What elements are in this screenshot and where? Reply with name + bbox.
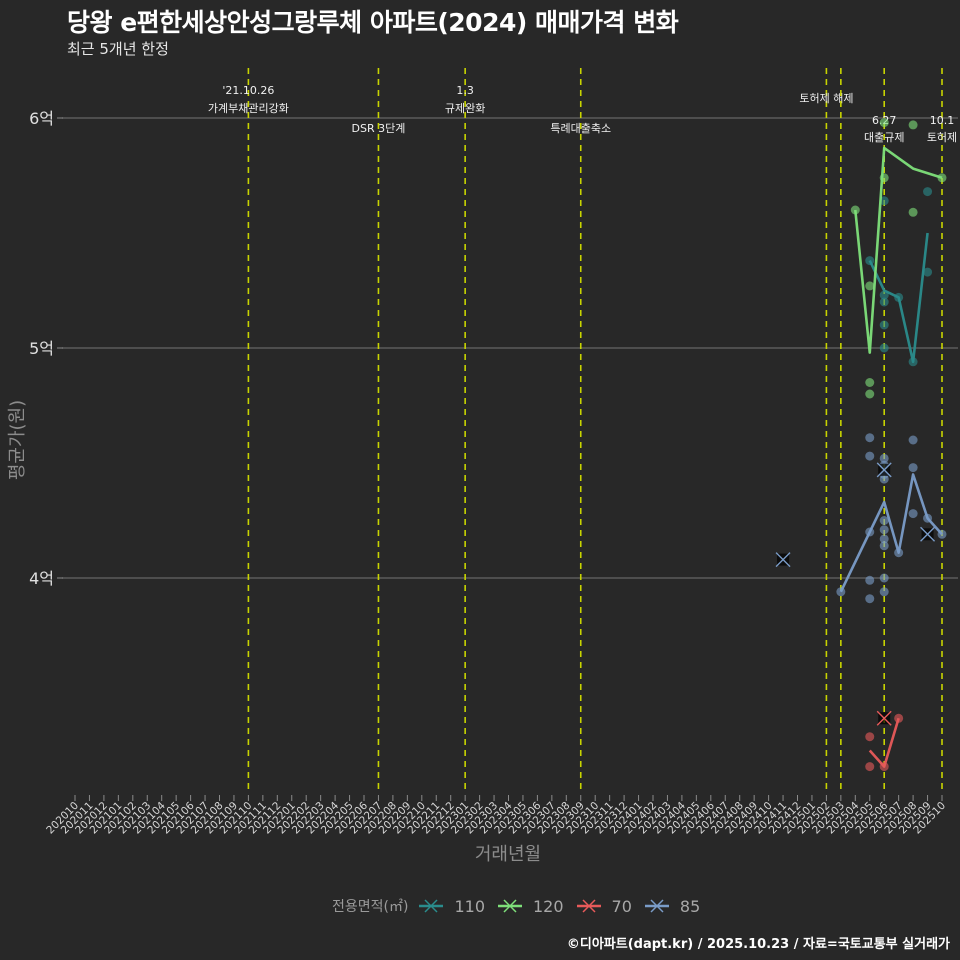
data-point — [879, 118, 889, 128]
legend-item-120[interactable]: 120 — [497, 897, 564, 916]
source-caption: ©디아파트(dapt.kr) / 2025.10.23 / 자료=국토교통부 실… — [566, 937, 950, 952]
data-point — [908, 509, 918, 519]
data-point — [865, 281, 875, 291]
y-axis-label: 평균가(원) — [7, 400, 28, 480]
y-tick-label: 5억 — [29, 339, 54, 358]
legend-item-85[interactable]: 85 — [644, 897, 700, 916]
legend-swatch-icon — [419, 899, 444, 913]
series-120 — [850, 118, 947, 399]
series-110 — [865, 187, 933, 367]
data-point — [865, 732, 875, 742]
data-point — [879, 541, 889, 551]
legend-title: 전용면적(㎡) — [332, 899, 409, 915]
data-point — [879, 516, 889, 525]
series-70 — [865, 710, 904, 772]
event-date-label: '21.10.26 — [222, 84, 274, 97]
data-point — [908, 435, 918, 445]
event-label: 특례대출축소 — [550, 122, 611, 135]
legend-swatch-icon — [644, 899, 669, 913]
data-point — [908, 463, 918, 473]
y-tick-label: 6억 — [29, 109, 54, 128]
event-date-label: 10.1 — [930, 114, 955, 127]
legend-label: 70 — [611, 896, 632, 916]
series-line — [839, 473, 943, 593]
data-point — [879, 297, 889, 307]
event-label: 토허제 해제 — [799, 91, 853, 105]
data-point — [865, 433, 875, 443]
data-point — [923, 187, 933, 197]
data-point — [879, 453, 889, 463]
series-85 — [775, 433, 947, 604]
legend-swatch-icon — [576, 899, 601, 913]
data-point — [865, 575, 875, 585]
data-point — [879, 587, 889, 597]
data-point — [865, 389, 875, 399]
event-label: 규제완화 — [445, 102, 485, 115]
legend: 전용면적(㎡) 110 120 70 85 — [332, 896, 712, 916]
data-point — [923, 267, 933, 277]
y-tick-label: 4억 — [29, 569, 54, 588]
data-point — [865, 451, 875, 461]
legend-swatch-icon — [498, 899, 522, 913]
y-axis: 4억 5억 6억 — [29, 109, 63, 588]
max-marker-icon — [876, 710, 892, 726]
legend-label: 85 — [679, 896, 701, 916]
x-axis: 2020102020112020122021012021022021032021… — [44, 795, 948, 836]
data-point — [865, 594, 875, 604]
event-label: 대출규제 — [864, 131, 904, 144]
series-layer — [775, 118, 947, 772]
grid-lines — [62, 117, 958, 579]
max-marker-icon — [775, 552, 791, 568]
series-line — [868, 232, 929, 364]
chart-title: 당왕 e편한세상안성그랑루체 아파트(2024) 매매가격 변화 — [67, 8, 679, 37]
max-marker-icon — [876, 462, 892, 478]
legend-label: 110 — [454, 896, 485, 916]
data-point — [865, 378, 875, 387]
data-point — [879, 320, 889, 330]
legend-item-110[interactable]: 110 — [418, 897, 485, 916]
event-label: DSR 3단계 — [352, 122, 406, 135]
series-line — [868, 717, 900, 768]
max-marker-icon — [920, 526, 936, 542]
data-point — [879, 525, 889, 535]
event-date-label: 1.3 — [456, 84, 474, 97]
chart-subtitle: 최근 5개년 한정 — [67, 40, 169, 58]
data-point — [908, 120, 918, 130]
event-label: 토허제 — [927, 131, 957, 144]
data-point — [908, 207, 918, 217]
legend-label: 120 — [533, 896, 564, 916]
data-point — [865, 762, 875, 772]
series-line — [854, 146, 943, 354]
legend-item-70[interactable]: 70 — [576, 897, 632, 916]
event-label: 가계부채관리강화 — [208, 102, 289, 115]
data-point — [879, 343, 889, 353]
data-point — [879, 196, 889, 206]
data-point — [879, 534, 889, 544]
data-point — [879, 573, 889, 583]
data-point — [879, 474, 889, 484]
x-axis-label: 거래년월 — [475, 844, 541, 865]
